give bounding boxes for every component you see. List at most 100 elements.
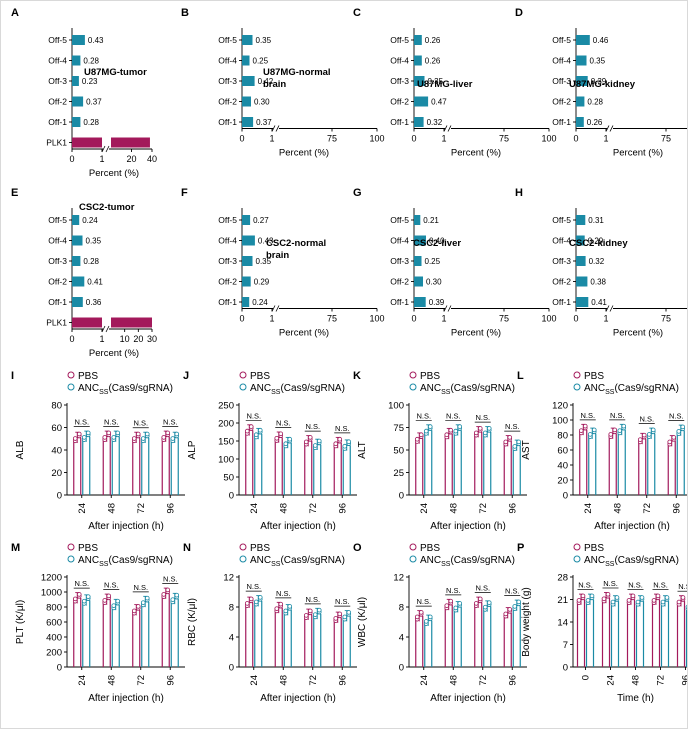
data-point-K-0-1-2: [444, 432, 450, 438]
axis-break-C-b: [447, 125, 452, 132]
y-tick-label-L-2: 40: [557, 461, 568, 472]
value-label-F-1: 0.43: [258, 237, 274, 246]
data-point-N-1-0-3: [257, 595, 263, 600]
data-point-P-1-2-3: [639, 595, 645, 600]
category-label-D-4: Off-1: [552, 117, 571, 127]
bar-B-0: [242, 35, 253, 45]
data-point-N-0-3-2: [333, 616, 339, 621]
bar-D-4: [576, 117, 584, 127]
data-point-M-1-2-3: [144, 595, 150, 601]
sig-label-L-3: N.S.: [669, 412, 684, 421]
legend-label-pbs-O: PBS: [420, 543, 440, 554]
data-point-N-0-3-3: [337, 611, 343, 617]
data-point-N-0-1-3: [278, 601, 284, 607]
sig-label-P-4: N.S.: [678, 582, 687, 591]
value-label-E-0: 0.24: [82, 216, 98, 225]
bar-D-1: [576, 55, 587, 66]
value-label-F-0: 0.27: [253, 216, 269, 225]
data-point-K-1-1-2: [453, 428, 459, 434]
x-tick-label-P-4: 96: [681, 675, 688, 686]
y-tick-label-L-6: 120: [552, 401, 568, 412]
data-point-O-1-3-2: [512, 604, 518, 609]
axis-break-D-gap: [607, 124, 613, 133]
panel-label-L: L: [517, 370, 524, 382]
x-tick-label-D-2: 75: [661, 134, 671, 144]
x-axis-label-B: Percent (%): [279, 148, 329, 159]
y-tick-label-M-2: 400: [46, 633, 62, 644]
category-label-D-3: Off-2: [552, 97, 571, 107]
value-label-C-2: 0.35: [428, 77, 444, 86]
legend-marker-pbs-N: [239, 543, 247, 551]
panel-label-G: G: [353, 187, 362, 199]
x-tick-label-M-3: 96: [165, 675, 176, 686]
y-axis-label-M: PLT (K/μl): [15, 600, 26, 644]
y-tick-label-O-2: 8: [399, 603, 404, 614]
data-point-L-0-3-2: [667, 439, 673, 445]
y-tick-label-L-5: 100: [552, 416, 568, 427]
data-point-O-1-3-3: [516, 599, 522, 605]
y-tick-label-L-3: 60: [557, 446, 568, 457]
bar-C-1: [414, 55, 422, 66]
sig-label-L-2: N.S.: [639, 415, 654, 424]
legend-marker-pbs-I: [67, 371, 75, 379]
x-axis-label-K: After injection (h): [430, 521, 506, 532]
bar-D-2: [576, 76, 588, 86]
data-point-L-1-3-2: [676, 429, 682, 434]
data-point-I-0-2-2: [131, 436, 137, 441]
y-tick-label-M-0: 0: [57, 663, 62, 674]
data-point-P-1-1-3: [614, 595, 620, 600]
axis-break-G-b: [447, 305, 452, 312]
value-label-H-2: 0.32: [589, 257, 605, 266]
value-label-G-1: 0.40: [429, 237, 445, 246]
y-axis-label-P: Body weight (g): [521, 587, 532, 656]
data-point-L-1-0-3: [591, 427, 597, 433]
axis-break-C-gap: [445, 124, 451, 133]
bar-G-1: [414, 235, 426, 246]
y-tick-label-O-3: 12: [393, 573, 404, 584]
value-label-B-4: 0.37: [256, 118, 272, 127]
x-tick-label-J-2: 72: [308, 503, 319, 514]
sig-label-P-1: N.S.: [603, 579, 618, 588]
data-point-L-1-0-2: [587, 432, 593, 437]
sig-label-I-3: N.S.: [163, 418, 178, 427]
x-tick-label-I-2: 72: [136, 503, 147, 514]
x-tick-label-I-1: 48: [106, 503, 117, 514]
y-tick-label-I-0: 0: [57, 491, 62, 502]
data-point-P-0-1-2: [601, 596, 607, 602]
panel-label-J: J: [183, 370, 189, 382]
data-point-L-0-2-2: [637, 437, 643, 442]
data-point-K-1-3-3: [516, 439, 522, 445]
axis-break-E-a: [101, 325, 106, 333]
sig-label-N-3: N.S.: [335, 597, 350, 606]
bar-A-0: [72, 35, 85, 45]
data-point-K-0-0-3: [418, 432, 424, 438]
category-label-G-0: Off-5: [390, 215, 409, 225]
data-point-L-1-1-3: [621, 423, 627, 429]
legend-label-anc-O: ANCSS(Cas9/sgRNA): [420, 555, 515, 568]
data-point-N-0-2-3: [307, 608, 313, 614]
x-tick-label-A-2: 20: [126, 154, 136, 164]
category-label-B-2: Off-3: [218, 76, 237, 86]
data-point-L-1-2-3: [650, 427, 656, 433]
data-point-J-1-0-2: [253, 432, 259, 438]
legend-marker-anc-L: [573, 383, 581, 391]
y-tick-label-I-4: 80: [51, 401, 62, 412]
category-label-C-0: Off-5: [390, 35, 409, 45]
panel-title-C: U87MG-liver: [417, 79, 473, 90]
value-label-D-3: 0.28: [587, 98, 603, 107]
bar-F-2: [242, 256, 253, 266]
value-label-B-1: 0.25: [253, 57, 269, 66]
y-tick-label-P-3: 21: [557, 595, 568, 606]
y-tick-label-L-1: 20: [557, 476, 568, 487]
category-label-H-2: Off-3: [552, 256, 571, 266]
data-point-N-0-1-2: [274, 606, 280, 611]
x-tick-label-E-1: 1: [99, 334, 104, 344]
data-point-M-1-2-2: [140, 600, 146, 605]
x-axis-label-A: Percent (%): [89, 168, 139, 179]
data-point-L-1-1-2: [617, 428, 623, 433]
x-tick-label-B-3: 100: [369, 134, 384, 144]
value-label-D-4: 0.26: [587, 118, 603, 127]
y-tick-label-K-3: 75: [393, 423, 404, 434]
sig-label-I-2: N.S.: [133, 419, 148, 428]
x-tick-label-I-0: 24: [77, 503, 88, 514]
